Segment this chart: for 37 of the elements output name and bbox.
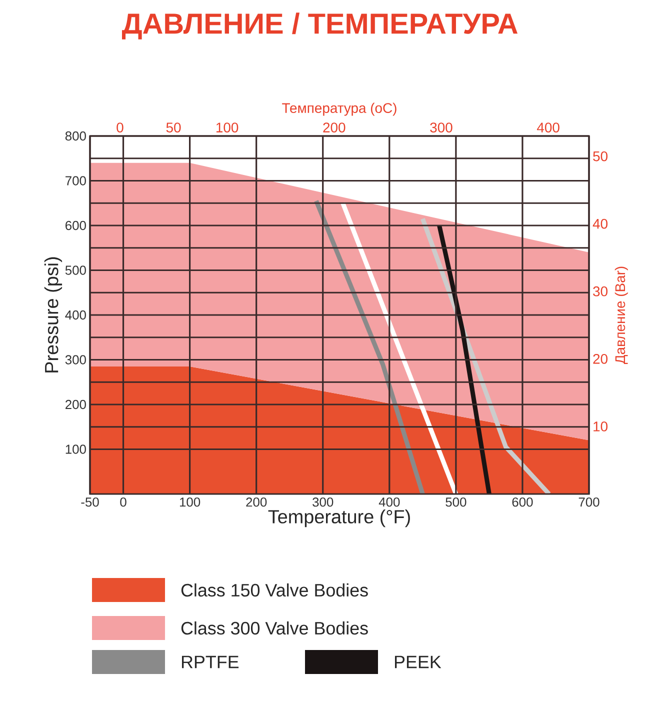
y2-tick-label: 30 — [593, 286, 608, 296]
x-axis-title: Temperature (°F) — [268, 510, 410, 528]
chart-title: ДАВЛЕНИЕ / ТЕМПЕРАТУРА — [122, 12, 518, 40]
x-tick-label: 100 — [180, 498, 200, 507]
x-tick-label: 300 — [312, 498, 334, 507]
y-tick-label: 300 — [65, 355, 86, 364]
y2-tick-label: 50 — [593, 151, 608, 162]
legend-label: PEEK — [394, 656, 442, 668]
y-tick-label: 200 — [66, 400, 86, 410]
x2-tick-label: 0 — [116, 122, 124, 132]
x2-tick-label: 300 — [430, 122, 452, 132]
y-tick-label: 700 — [66, 176, 86, 186]
y-tick-label: 800 — [65, 131, 86, 141]
y-tick-label: 500 — [65, 266, 86, 275]
y-axis-title: Pressure (psi) — [44, 257, 62, 372]
x2-axis-title: Температура (oC) — [282, 102, 396, 116]
legend-label: Class 150 Valve Bodies — [181, 583, 368, 597]
x-tick-label: 500 — [446, 498, 466, 507]
y-tick-label: 100 — [66, 444, 86, 454]
legend-label: RPTFE — [182, 656, 239, 668]
x-tick-label: 0 — [120, 498, 126, 507]
y-tick-label: 400 — [65, 310, 86, 320]
x2-tick-label: 50 — [166, 122, 181, 132]
y2-axis-title: Давление (Bar) — [614, 266, 628, 364]
x-tick-label: -50 — [81, 498, 99, 507]
x2-tick-label: 200 — [323, 122, 346, 132]
x2-tick-label: 100 — [216, 122, 238, 132]
y2-tick-label: 20 — [593, 354, 608, 364]
x-tick-label: 700 — [578, 498, 600, 507]
x-tick-label: 400 — [378, 498, 400, 507]
y2-tick-label: 40 — [592, 218, 608, 229]
x-tick-label: 600 — [512, 498, 533, 507]
y-tick-label: 600 — [66, 220, 86, 230]
y2-tick-label: 10 — [594, 422, 608, 432]
x-tick-label: 200 — [246, 498, 267, 507]
legend-label: Class 300 Valve Bodies — [181, 621, 368, 635]
x2-tick-label: 400 — [536, 122, 560, 132]
